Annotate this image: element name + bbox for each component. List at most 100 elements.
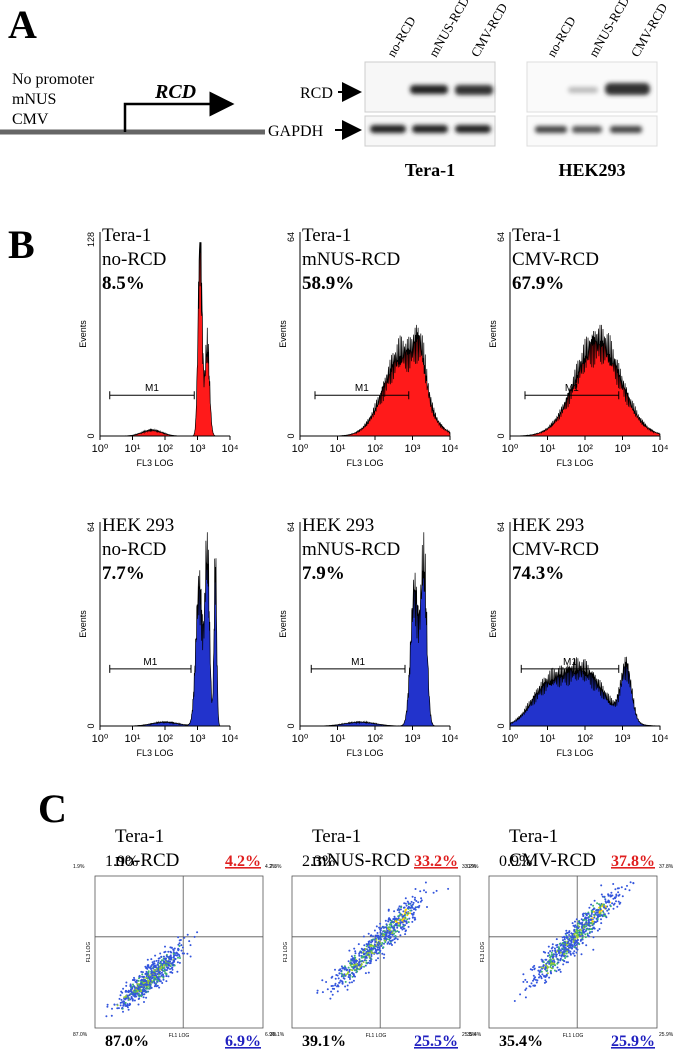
promoter-name: CMV: [12, 111, 49, 128]
dot: [595, 909, 598, 912]
dot: [111, 1007, 113, 1010]
lane-label: mNUS-RCD: [586, 0, 633, 59]
dot: [587, 912, 590, 915]
dot: [378, 926, 381, 929]
dot: [365, 962, 368, 964]
dot: [531, 968, 534, 971]
scatter-plot: FL1 LOG FL3 LOG 2.3% 33.2% 39.1% 25.5% Tera-1 m…: [270, 826, 477, 1050]
dot: [352, 979, 355, 982]
panel-label: C: [38, 786, 67, 831]
dot: [632, 882, 635, 884]
dot: [391, 944, 393, 946]
dot: [414, 918, 417, 921]
x-tick-label: 10³: [190, 443, 206, 455]
dot: [368, 940, 371, 943]
x-tick-label: 10²: [157, 443, 173, 455]
construct: mNUS-RCD: [302, 249, 400, 270]
dot: [358, 958, 361, 961]
dot: [131, 987, 134, 990]
dot: [593, 927, 596, 930]
dot: [352, 975, 355, 977]
quadrant-lower-left: 35.4%: [499, 1033, 543, 1050]
dot: [124, 990, 127, 993]
dot: [387, 920, 390, 923]
lane-label: mNUS-RCD: [426, 0, 473, 59]
dot: [122, 1000, 125, 1003]
dot: [126, 994, 129, 997]
x-tick-label: 10⁰: [92, 733, 109, 745]
dot: [564, 944, 567, 947]
dot: [117, 1007, 120, 1010]
dot: [367, 932, 370, 935]
dot: [383, 942, 385, 945]
dot: [374, 937, 377, 940]
dot: [364, 964, 367, 967]
dot: [603, 903, 605, 906]
dot: [394, 937, 397, 940]
quadrant-upper-right: 33.2%: [414, 853, 458, 870]
dot: [146, 973, 149, 976]
dot: [544, 951, 547, 954]
dot: [133, 991, 136, 994]
dot: [578, 943, 581, 946]
dot: [393, 910, 396, 913]
dot: [137, 1003, 140, 1006]
dot: [376, 952, 379, 955]
dot: [143, 983, 146, 986]
dot: [391, 932, 394, 935]
dot: [395, 924, 398, 927]
dot: [356, 959, 358, 962]
dot: [545, 969, 548, 972]
dot: [371, 952, 374, 955]
cell-line: HEK 293: [302, 515, 374, 536]
dot: [550, 967, 553, 970]
dot: [591, 927, 594, 930]
dot: [571, 947, 573, 950]
dot: [581, 926, 583, 929]
dot: [171, 971, 174, 974]
dot: [138, 993, 140, 996]
dot: [563, 950, 566, 953]
dot: [131, 999, 134, 1002]
dot: [153, 972, 156, 974]
dot: [575, 943, 578, 946]
dot: [591, 930, 593, 933]
dot: [583, 923, 586, 926]
dot: [612, 883, 615, 885]
dot: [544, 979, 547, 982]
dot: [344, 985, 347, 988]
dot: [370, 947, 372, 950]
dot: [404, 897, 407, 900]
y-axis-label: Events: [78, 610, 88, 638]
dot: [358, 963, 361, 966]
axis-label: FL3 LOG: [480, 942, 486, 963]
dot: [157, 979, 160, 982]
dot: [621, 895, 624, 898]
dot: [374, 940, 377, 943]
dot: [616, 887, 619, 890]
dot: [580, 918, 583, 921]
promoter-name: mNUS: [12, 91, 56, 108]
dot: [379, 922, 382, 925]
dot: [379, 931, 382, 934]
dot: [164, 972, 167, 974]
dot: [373, 929, 376, 932]
dot: [146, 967, 149, 970]
histogram-fill: [509, 324, 661, 437]
dot: [538, 973, 541, 976]
dot: [586, 934, 589, 937]
y-max-label: 128: [86, 232, 96, 247]
dot: [580, 938, 583, 941]
dot: [555, 953, 558, 956]
dot: [404, 902, 407, 905]
dot: [339, 979, 342, 982]
dot: [584, 933, 587, 936]
dot: [541, 973, 544, 976]
dot: [557, 961, 560, 964]
dot: [357, 943, 360, 946]
dot: [605, 901, 608, 904]
dot: [155, 985, 158, 988]
dot: [106, 1005, 109, 1008]
dot: [133, 985, 136, 988]
dot: [396, 938, 399, 941]
